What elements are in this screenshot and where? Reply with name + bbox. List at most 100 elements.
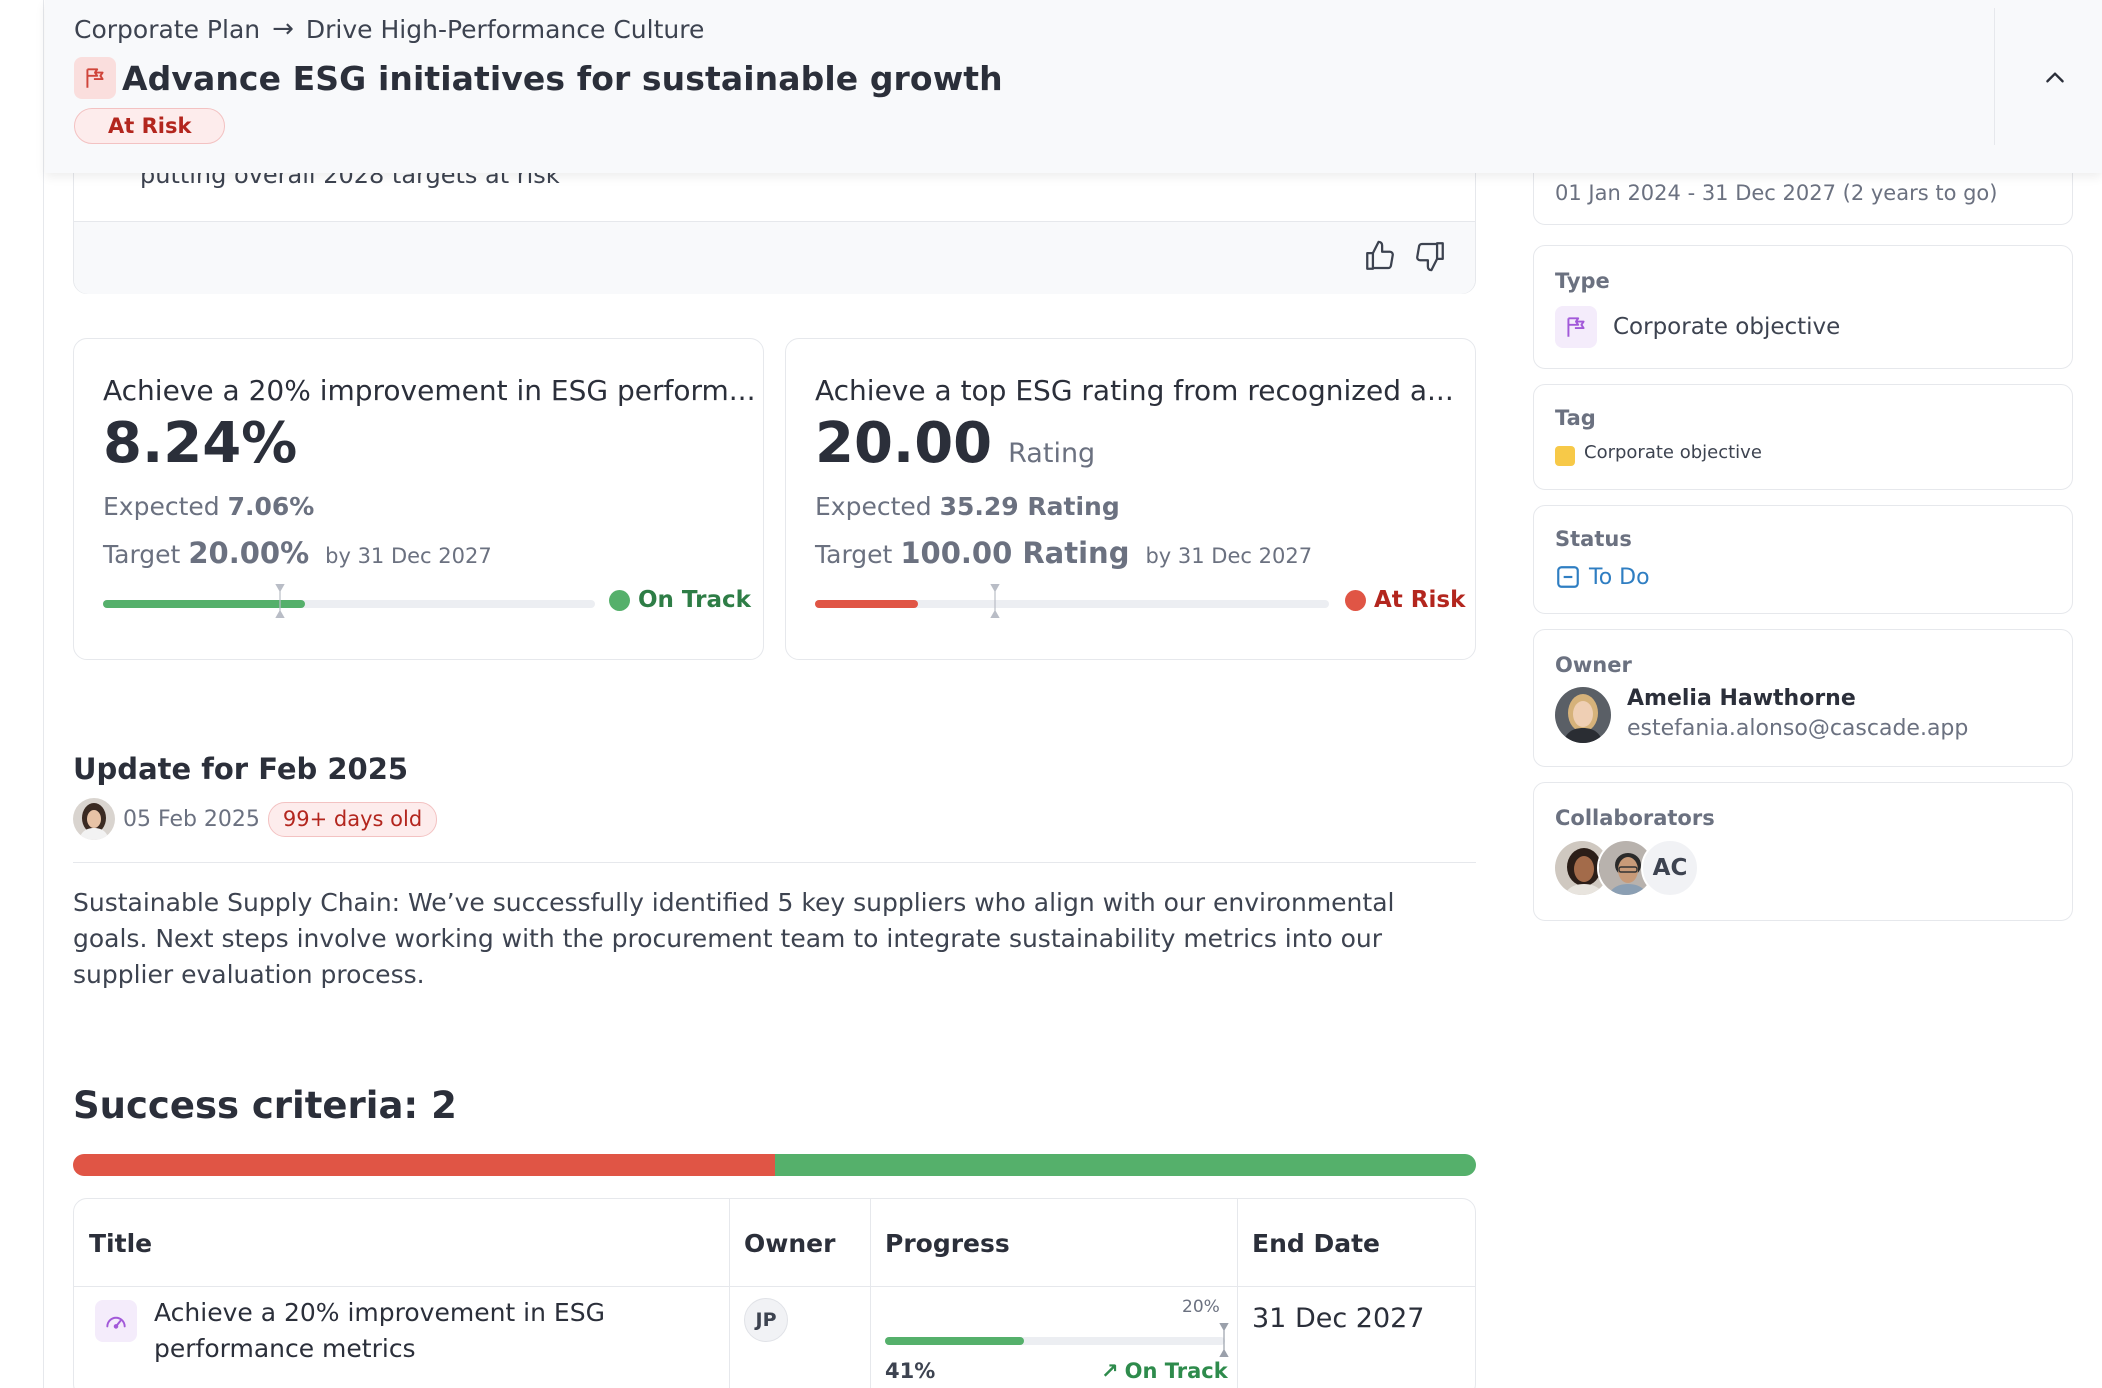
feedback-buttons (1361, 237, 1449, 275)
column-divider (1237, 1199, 1238, 1388)
current-value: 20.00 (815, 411, 993, 476)
status-indicator: On Track (609, 587, 751, 613)
target-label: Target (815, 540, 893, 569)
expected-marker-icon (990, 584, 1000, 618)
divider (1994, 8, 1995, 145)
progress-status: ↗ On Track (1101, 1359, 1228, 1383)
trend-up-icon: ↗ (1101, 1359, 1119, 1383)
target-date: by 31 Dec 2027 (1145, 544, 1313, 568)
tag-card: Tag Corporate objective (1533, 384, 2073, 490)
tag-label: Tag (1555, 406, 1596, 430)
collaborator-avatar[interactable]: AC (1641, 839, 1699, 897)
column-header-owner[interactable]: Owner (744, 1229, 836, 1258)
status-label: On Track (638, 587, 751, 613)
column-header-progress[interactable]: Progress (885, 1229, 1010, 1258)
progress-bar (815, 584, 1329, 618)
breadcrumb: Corporate Plan → Drive High-Performance … (74, 14, 704, 44)
success-criteria-status-bar (73, 1154, 1476, 1176)
progress-bar-fill (103, 600, 305, 608)
key-result-value: 8.24% (103, 411, 297, 476)
flag-icon (1555, 306, 1597, 348)
status-todo-icon (1557, 566, 1579, 588)
expected-row: Expected 7.06% (103, 492, 314, 521)
target-value: 20.00% (188, 536, 310, 570)
key-result-title[interactable]: Achieve a 20% improvement in ESG perform… (103, 374, 756, 407)
progress-bar-fill (815, 600, 918, 608)
collaborator-avatar[interactable] (1597, 839, 1655, 897)
status-value: To Do (1589, 564, 1650, 590)
update-meta: 05 Feb 2025 99+ days old (73, 798, 438, 840)
progress-bar (885, 1323, 1229, 1357)
column-divider (729, 1199, 730, 1388)
owner-avatar[interactable] (1555, 687, 1611, 743)
expected-value: 7.06% (227, 492, 315, 521)
success-criteria-title: Success criteria: 2 (73, 1084, 457, 1127)
value-unit: Rating (1008, 438, 1096, 469)
title-row: Advance ESG initiatives for sustainable … (74, 57, 1003, 99)
current-value: 8.24% (103, 411, 298, 476)
collaborators-label: Collaborators (1555, 806, 1715, 830)
expected-label: Expected (103, 492, 220, 521)
update-age-badge: 99+ days old (267, 801, 438, 837)
expected-row: Expected 35.29 Rating (815, 492, 1120, 521)
criteria-title-link[interactable]: Achieve a 20% improvement in ESG perform… (154, 1298, 605, 1363)
progress-bar-fill (885, 1337, 1025, 1345)
key-result-title[interactable]: Achieve a top ESG rating from recognized… (815, 374, 1454, 407)
thumbs-down-icon[interactable] (1411, 237, 1449, 275)
status-indicator: At Risk (1345, 587, 1465, 613)
status-segment-on-track (774, 1154, 1476, 1176)
expected-value: 35.29 Rating (939, 492, 1120, 521)
column-header-title[interactable]: Title (89, 1229, 153, 1258)
key-result-value: 20.00 Rating (815, 411, 1095, 476)
status-dot-icon (609, 589, 630, 611)
arrow-right-icon: → (272, 14, 294, 44)
target-row: Target 20.00% by 31 Dec 2027 (103, 536, 492, 570)
type-card: Type Corporate objective (1533, 245, 2073, 369)
success-criteria-table: Title Owner Progress End Date Achieve a … (73, 1198, 1476, 1388)
owner-name[interactable]: Amelia Hawthorne (1627, 686, 1856, 711)
end-date: 31 Dec 2027 (1252, 1303, 1425, 1334)
column-divider (870, 1199, 871, 1388)
divider (74, 221, 1475, 222)
type-label: Type (1555, 269, 1610, 293)
progress-value: 41% (885, 1359, 936, 1383)
ai-summary-footer (74, 222, 1475, 294)
status-segment-at-risk (73, 1154, 775, 1176)
column-header-end-date[interactable]: End Date (1252, 1229, 1381, 1258)
divider (74, 1286, 1475, 1287)
flag-icon (74, 57, 116, 99)
owner-email: estefania.alonso@cascade.app (1627, 716, 1969, 741)
owner-avatar[interactable]: JP (744, 1298, 788, 1342)
target-marker-icon (1219, 1323, 1229, 1357)
collapse-button[interactable] (2035, 58, 2075, 98)
update-date: 05 Feb 2025 (123, 806, 260, 832)
status-badge[interactable]: At Risk (74, 108, 226, 144)
status-dot-icon (1345, 589, 1366, 611)
thumbs-up-icon[interactable] (1361, 237, 1399, 275)
tag-value[interactable]: Corporate objective (1584, 442, 1762, 463)
target-date: by 31 Dec 2027 (325, 544, 492, 568)
sticky-header: Corporate Plan → Drive High-Performance … (45, 0, 2102, 173)
page-title: Advance ESG initiatives for sustainable … (122, 58, 1003, 98)
target-row: Target 100.00 Rating by 31 Dec 2027 (815, 536, 1312, 570)
breadcrumb-item[interactable]: Corporate Plan (74, 14, 261, 44)
breadcrumb-item[interactable]: Drive High-Performance Culture (305, 14, 705, 44)
status-card: Status To Do (1533, 505, 2073, 614)
status-dropdown[interactable]: To Do (1555, 564, 1650, 590)
update-title: Update for Feb 2025 (73, 752, 409, 786)
status-label: At Risk (1374, 587, 1466, 613)
avatar[interactable] (73, 798, 115, 840)
date-range-value[interactable]: 01 Jan 2024 - 31 Dec 2027 (2 years to go… (1555, 181, 1998, 205)
update-body: Sustainable Supply Chain: We’ve successf… (73, 888, 1395, 989)
key-result-card[interactable]: Achieve a 20% improvement in ESG perform… (73, 338, 764, 660)
target-label: Target (103, 540, 181, 569)
status-label: Status (1555, 527, 1632, 551)
left-rail (0, 0, 44, 1388)
key-result-card[interactable]: Achieve a top ESG rating from recognized… (785, 338, 1476, 660)
target-value: 100.00 Rating (900, 536, 1130, 570)
progress-target-label: 20% (1182, 1297, 1220, 1317)
owner-card: Owner Amelia Hawthorne estefania.alonso@… (1533, 629, 2073, 767)
progress-bar (103, 584, 595, 618)
expected-marker-icon (275, 584, 285, 618)
gauge-icon (95, 1300, 137, 1342)
